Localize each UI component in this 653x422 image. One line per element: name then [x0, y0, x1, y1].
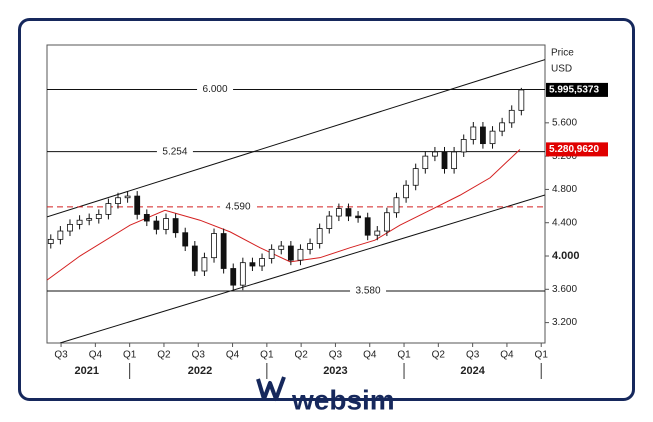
x-tick-label: Q3 — [192, 350, 206, 361]
candle-body — [412, 168, 419, 186]
candle-body — [451, 151, 458, 170]
candle-body — [297, 248, 304, 261]
price-badge-label: 5.280,9620 — [549, 144, 599, 155]
level-label: 3.580 — [356, 286, 381, 297]
candle-body — [76, 219, 83, 225]
candle-body — [307, 243, 313, 250]
year-label: 2023 — [323, 365, 347, 377]
candle-body — [508, 109, 515, 124]
candle-body — [191, 245, 198, 272]
candle-body — [105, 203, 112, 215]
year-label: 2021 — [75, 365, 99, 377]
x-tick-label: Q4 — [500, 350, 514, 361]
candle-body — [422, 155, 429, 170]
plot: 6.000 5.254 4.590 3.580 — [47, 59, 545, 343]
level-label: 6.000 — [203, 84, 228, 95]
candle-body — [143, 213, 150, 222]
candle-body — [220, 233, 227, 269]
axis-title: Price — [551, 48, 574, 59]
logo — [256, 376, 286, 401]
candle-body — [211, 233, 217, 259]
axis-unit: USD — [551, 64, 572, 75]
candle-body — [67, 223, 73, 232]
candle-body — [163, 218, 169, 230]
level-label-bg — [156, 145, 193, 158]
x-tick-label: Q1 — [260, 350, 274, 361]
candle-body — [489, 130, 496, 145]
candle-body — [259, 258, 265, 267]
x-tick-label: Q2 — [157, 350, 171, 361]
x-tick-label: Q1 — [123, 350, 137, 361]
candle-body — [518, 89, 525, 111]
candle-body — [57, 230, 64, 240]
candle-body — [335, 208, 342, 217]
y-tick-label: 4.000 — [552, 250, 580, 262]
y-tick-label: 5.600 — [552, 117, 577, 128]
candle-body — [268, 248, 275, 259]
year-label: 2024 — [460, 365, 485, 377]
x-tick-label: Q3 — [54, 350, 68, 361]
candle-body — [239, 262, 246, 286]
candle-body — [115, 197, 121, 204]
x-tick-label: Q2 — [432, 350, 446, 361]
level-label-bg — [220, 200, 257, 213]
year-label: 2022 — [188, 365, 212, 377]
x-tick-label: Q4 — [363, 350, 377, 361]
candle-body — [374, 230, 381, 236]
candle-body — [393, 197, 400, 214]
candle-body — [249, 262, 256, 267]
candle-body — [432, 151, 438, 157]
candle-body — [182, 232, 189, 247]
candle-body — [316, 228, 323, 244]
trendline — [47, 59, 545, 218]
x-tick-label: Q4 — [89, 350, 103, 361]
candle-body — [355, 215, 361, 219]
price-badge — [546, 142, 608, 157]
level-label: 5.254 — [162, 146, 187, 157]
candle-body — [172, 218, 179, 234]
candle-body — [470, 126, 477, 140]
candle-body — [460, 139, 467, 153]
brand: websim — [291, 384, 395, 415]
candle-body — [364, 217, 371, 236]
candle-body — [201, 257, 208, 272]
candle-body — [499, 122, 506, 132]
price-badge — [546, 82, 608, 97]
candle-body — [326, 215, 333, 229]
candle-body — [47, 238, 54, 244]
candle-body — [124, 195, 131, 199]
price-badge-label: 5.995,5373 — [549, 85, 599, 96]
y-tick-label: 4.400 — [552, 217, 577, 228]
x-tick-label: Q1 — [535, 350, 549, 361]
level-label-bg — [350, 284, 387, 297]
candle-body — [480, 126, 486, 145]
trendline — [59, 194, 545, 343]
x-tick-label: Q3 — [329, 350, 343, 361]
candle-body — [95, 213, 102, 219]
candle-body — [134, 195, 141, 215]
candle-body — [287, 245, 294, 261]
y-tick-label: 3.600 — [552, 284, 577, 295]
candle-body — [86, 218, 93, 221]
x-tick-label: Q2 — [294, 350, 308, 361]
x-tick-label: Q4 — [226, 350, 240, 361]
level-label: 4.590 — [226, 202, 251, 213]
y-tick-label: 3.200 — [552, 317, 577, 328]
candle-body — [230, 268, 237, 286]
candle-body — [153, 220, 160, 230]
x-tick-label: Q1 — [397, 350, 411, 361]
candle-body — [278, 245, 285, 250]
y-tick-label: 4.800 — [552, 184, 577, 195]
candle-body — [441, 151, 448, 170]
level-label-bg — [197, 83, 234, 96]
logo-icon — [256, 376, 286, 401]
candle-body — [403, 184, 409, 199]
candle-body — [345, 208, 352, 217]
candle-body — [383, 212, 390, 232]
x-tick-label: Q3 — [466, 350, 480, 361]
